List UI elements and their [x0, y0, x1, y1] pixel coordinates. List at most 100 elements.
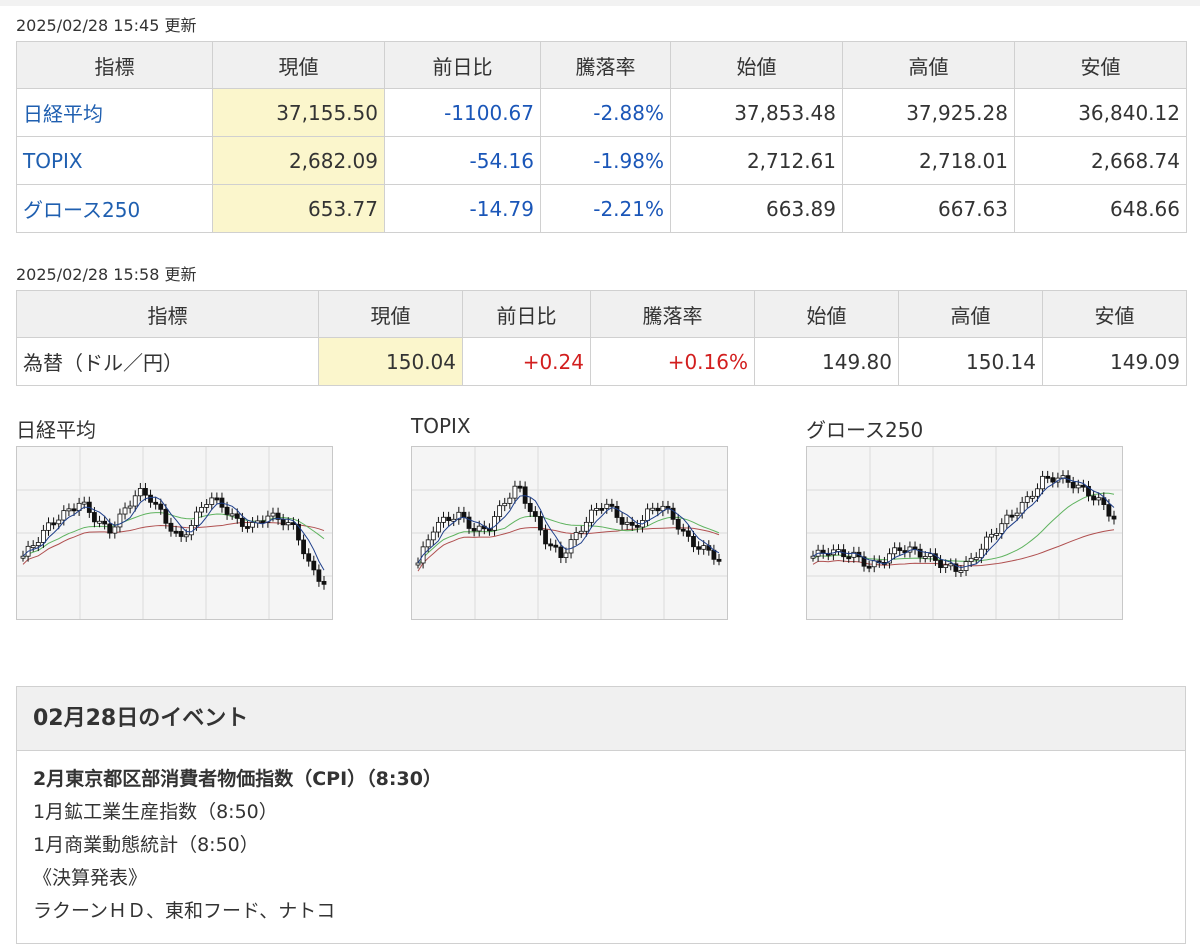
candle-body [1070, 481, 1076, 489]
candle-body [634, 524, 640, 528]
low-value: 149.09 [1042, 337, 1187, 386]
header-current: 現値 [212, 41, 385, 89]
fx-update-timestamp: 2025/02/28 15:58 更新 [16, 265, 197, 284]
candle-body [1101, 497, 1107, 505]
candle-body [497, 505, 503, 517]
candle-body [1080, 484, 1086, 488]
candle-body [143, 488, 148, 496]
chart-title-topix: TOPIX [411, 414, 471, 438]
index-link-nikkei[interactable]: 日経平均 [16, 88, 213, 137]
candle-body [517, 485, 523, 489]
candle-body [275, 512, 281, 520]
rate-value: -2.21% [540, 184, 671, 233]
candle-body [1024, 496, 1030, 503]
moving-average-mid [812, 492, 1115, 562]
candle-body [917, 548, 923, 558]
chart-growth250[interactable] [806, 446, 1123, 620]
candle-body [922, 556, 928, 559]
candle-body [285, 522, 291, 526]
header-indicator: 指標 [16, 41, 213, 89]
candle-body [538, 516, 543, 531]
candle-body [188, 525, 194, 536]
index-link-topix[interactable]: TOPIX [16, 136, 213, 185]
chart-nikkei[interactable] [16, 446, 333, 620]
candle-body [158, 503, 164, 510]
candle-body [35, 542, 41, 547]
candle-body [476, 525, 482, 532]
candle-body [685, 530, 691, 537]
candle-body [270, 512, 276, 517]
candle-body [173, 530, 179, 534]
candle-body [466, 516, 472, 529]
candle-body [168, 522, 174, 532]
current-value: 150.04 [318, 337, 463, 386]
candle-body [102, 520, 108, 525]
candle-body [117, 513, 123, 528]
candle-body [316, 569, 322, 582]
candlestick-chart-nikkei [17, 447, 332, 619]
candle-body [209, 497, 215, 505]
candle-body [178, 531, 184, 537]
candle-body [132, 495, 138, 507]
candle-body [568, 539, 574, 554]
candle-body [578, 530, 584, 534]
candle-body [701, 545, 707, 550]
chart-topix[interactable] [411, 446, 728, 620]
candle-body [30, 545, 36, 549]
candlestick-chart-growth250 [807, 447, 1122, 619]
header-low: 安値 [1042, 290, 1187, 338]
candle-body [948, 563, 954, 567]
rate-value: +0.16% [590, 337, 755, 386]
candle-body [107, 523, 113, 534]
candle-body [1106, 504, 1112, 517]
candle-body [224, 506, 230, 515]
event-item: 2月東京都区部消費者物価指数（CPI）（8:30） [33, 768, 442, 790]
events-panel: 02月28日のイベント 2月東京都区部消費者物価指数（CPI）（8:30） 1月… [16, 686, 1186, 944]
candle-body [989, 533, 994, 538]
chart-title-nikkei: 日経平均 [16, 418, 96, 442]
candle-body [260, 520, 266, 524]
candle-body [655, 507, 661, 512]
candle-body [1029, 495, 1035, 499]
candle-body [866, 565, 872, 569]
header-change: 前日比 [462, 290, 591, 338]
header-high: 高値 [842, 41, 1015, 89]
events-title: 02月28日のイベント [17, 687, 1185, 751]
current-value: 653.77 [212, 184, 385, 233]
candle-body [1009, 514, 1015, 518]
candle-body [645, 508, 650, 521]
candle-body [675, 518, 681, 530]
candle-body [1050, 477, 1056, 483]
low-value: 648.66 [1014, 184, 1187, 233]
candle-body [670, 507, 676, 520]
candle-body [548, 543, 554, 547]
rate-value: -1.98% [540, 136, 671, 185]
candle-body [892, 547, 898, 555]
candle-body [696, 546, 701, 550]
candle-body [691, 535, 696, 548]
stock-update-timestamp: 2025/02/28 15:45 更新 [16, 16, 197, 35]
candle-body [583, 521, 589, 532]
candle-body [234, 513, 240, 519]
candle-body [137, 488, 143, 497]
candle-body [629, 521, 635, 526]
candle-body [296, 523, 301, 541]
candle-body [1004, 514, 1010, 525]
candle-body [415, 562, 421, 566]
candle-body [148, 494, 153, 503]
index-link-growth250[interactable]: グロース250 [16, 184, 213, 233]
candle-body [943, 564, 949, 568]
header-rate: 騰落率 [540, 41, 671, 89]
header-high: 高値 [898, 290, 1043, 338]
change-value: -54.16 [384, 136, 541, 185]
candle-body [604, 503, 610, 509]
candle-body [1014, 512, 1020, 517]
candle-body [301, 539, 306, 555]
candle-body [543, 529, 548, 545]
table-row: 日経平均 37,155.50 -1100.67 -2.88% 37,853.48… [16, 88, 1187, 137]
current-value: 2,682.09 [212, 136, 385, 185]
candle-body [436, 521, 441, 533]
candle-body [609, 503, 615, 507]
candle-body [968, 557, 974, 562]
high-value: 37,925.28 [842, 88, 1015, 137]
